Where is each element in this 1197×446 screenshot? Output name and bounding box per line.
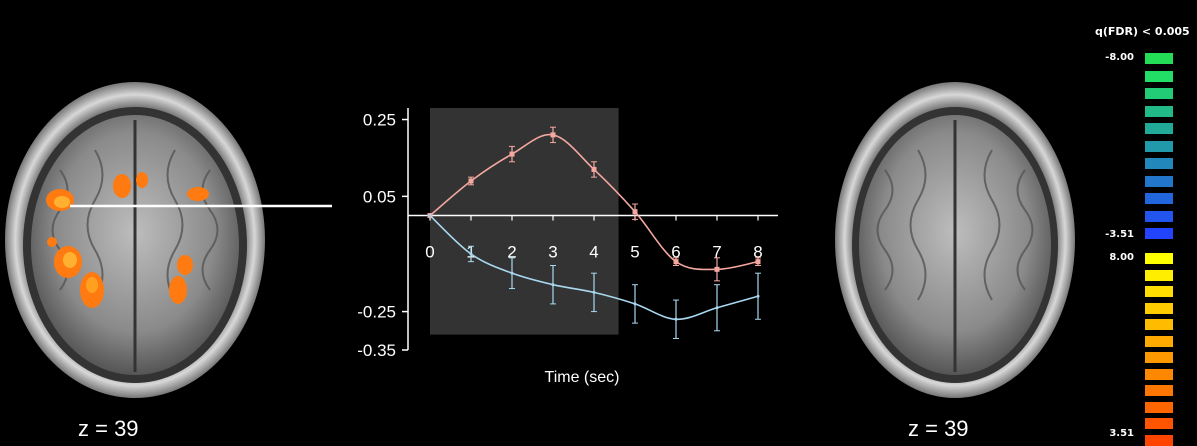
colorbar-negative-swatch-7 [1145,175,1173,187]
colorbar-negative-swatch-3 [1145,105,1173,117]
x-tick-label: 4 [589,243,598,262]
colorbar-positive-swatch-10 [1145,418,1173,429]
y-tick-label: -0.25 [357,303,396,322]
colorbar-positive-swatch-7 [1145,368,1173,380]
x-axis-label: Time (sec) [545,369,620,386]
series-0-point [468,178,474,184]
series-0-point [714,266,720,272]
activation-blobs [46,172,209,308]
series-0-point [509,151,515,157]
series-0-point [755,259,761,265]
colorbar-negative-swatch-9 [1145,210,1173,222]
x-tick-label: 0 [425,243,434,262]
colorbar-pos-bottom-label: 3.51 [1109,428,1134,439]
colorbar-positive-swatch-2 [1145,286,1173,297]
series-1-point [715,306,719,310]
stimulus-shaded-region [430,108,619,335]
colorbar-negative-swatch-4 [1145,123,1173,134]
colorbar-positive-swatch-11 [1145,434,1173,446]
x-tick-label: 5 [630,243,639,262]
left-z-label: z = 39 [78,416,139,441]
y-tick-label: -0.35 [357,341,396,360]
right-z-label: z = 39 [908,416,969,441]
series-1-point [633,302,637,306]
colorbar-negative-swatch-0 [1145,53,1173,64]
colorbar-negative-swatch-8 [1145,193,1173,204]
series-0-point [673,259,679,265]
x-tick-label: 8 [753,243,762,262]
x-tick-label: 3 [548,243,557,262]
y-tick-label: 0.25 [363,111,396,130]
colorbar-positive-swatch-8 [1145,385,1173,396]
series-1-point [510,271,514,275]
series-1-point [551,283,555,287]
colorbar-negative-swatch-1 [1145,70,1173,82]
x-tick-label: 7 [712,243,721,262]
colorbar-neg-bottom-label: -3.51 [1105,229,1134,240]
colorbar-positive-swatch-9 [1145,401,1173,413]
colorbar-positive-swatch-6 [1145,352,1173,363]
colorbar-negative-swatch-6 [1145,158,1173,169]
colorbar-negative-swatch-2 [1145,88,1173,99]
y-tick-label: 0.05 [363,187,396,206]
colorbar-neg-top-label: -8.00 [1105,52,1134,63]
series-1-point [428,214,432,218]
connector-line [70,204,332,208]
series-0-point [550,132,556,138]
series-1-point [756,294,760,298]
colorbar-positive-swatch-1 [1145,269,1173,281]
series-1-point [592,290,596,294]
colorbar-positive-swatch-4 [1145,319,1173,330]
colorbar-title: q(FDR) < 0.005 [1095,25,1190,38]
series-0-point [591,166,597,172]
colorbar-negative-swatch-5 [1145,140,1173,152]
series-1-point [469,252,473,256]
series-0-point [632,209,638,215]
colorbar-positive-swatch-5 [1145,335,1173,347]
x-tick-label: 6 [671,243,680,262]
series-1-point [674,317,678,321]
brain-slice-left [5,82,265,398]
brain-slice-right [835,82,1075,398]
colorbar-pos-top-label: 8.00 [1109,252,1134,263]
x-tick-label: 2 [507,243,516,262]
colorbar-positive-swatch-3 [1145,302,1173,314]
colorbar-positive-swatch-0 [1145,253,1173,264]
timecourse-chart: 0.250.05-0.25-0.35 012345678 Time (sec) [357,108,778,386]
colorbar-negative-swatch-10 [1145,228,1173,239]
